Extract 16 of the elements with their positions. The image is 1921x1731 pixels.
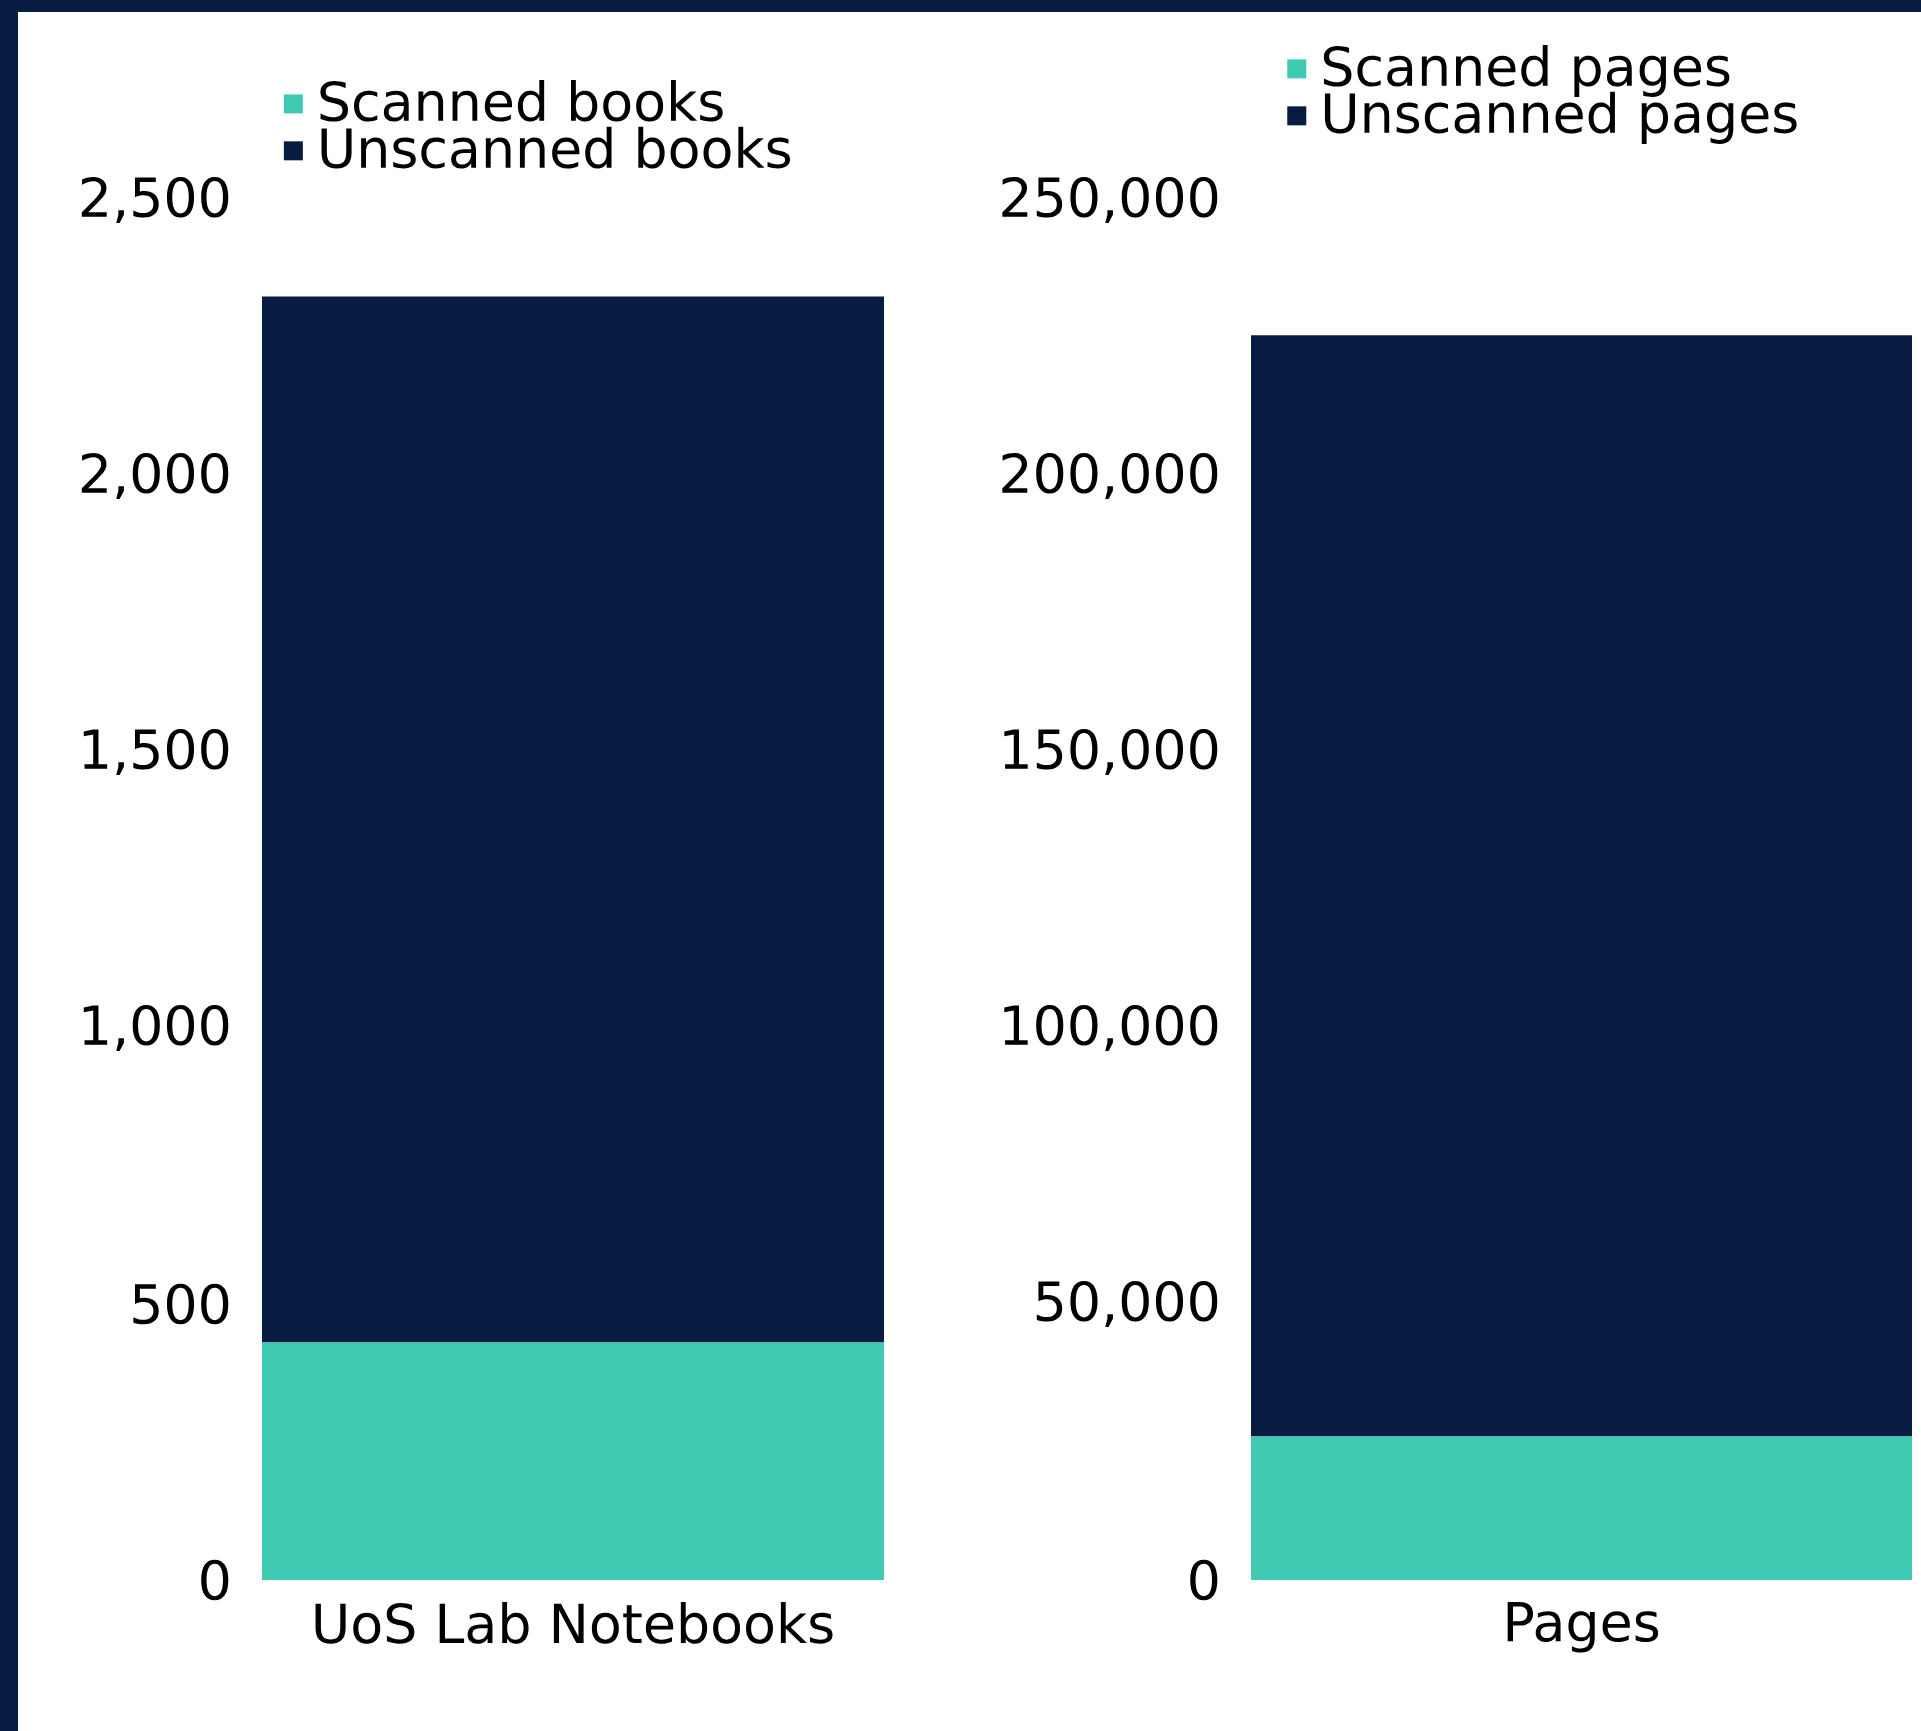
y-tick-label: 0 [1190, 1559, 1218, 1601]
y-tick-label: 200,000 [1002, 452, 1218, 500]
legend-label: Scanned books [320, 79, 723, 122]
y-tick-label: 250,000 [1002, 176, 1218, 224]
y-tick-label: 0 [201, 1559, 229, 1601]
y-tick-label: 2,000 [81, 452, 229, 500]
x-tick-label: UoS Lab Notebooks [315, 1602, 833, 1644]
x-tick-label: Pages [1507, 1602, 1659, 1653]
y-tick-label: 50,000 [1036, 1280, 1218, 1328]
y-tick-label: 500 [133, 1283, 229, 1325]
y-tick-label: 150,000 [1004, 728, 1218, 776]
y-tick-label: 100,000 [1004, 1004, 1218, 1052]
legend-label: Unscanned books [321, 126, 791, 169]
y-tick-label: 1,500 [83, 728, 229, 776]
y-tick-label: 2,500 [81, 176, 229, 224]
y-tick-label: 1,000 [83, 1004, 229, 1052]
